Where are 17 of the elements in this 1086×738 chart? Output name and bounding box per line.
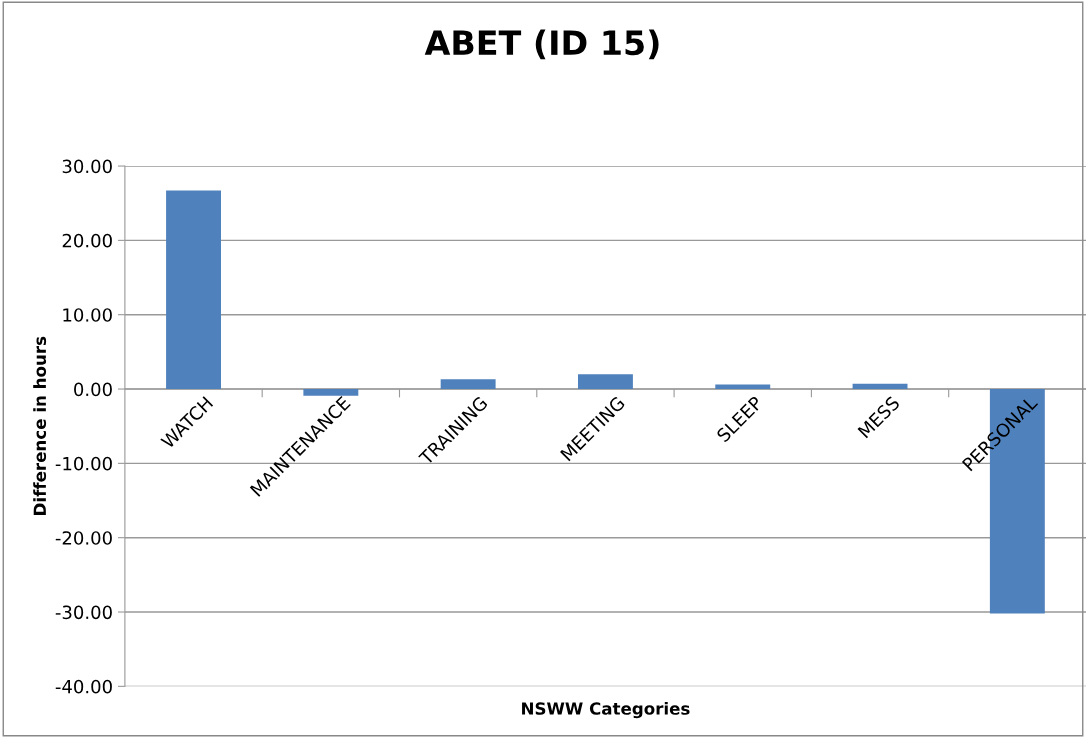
bar <box>303 389 359 396</box>
y-tick-label: 10.00 <box>63 308 112 322</box>
y-axis-title: Difference in hours <box>33 336 47 515</box>
bar <box>577 374 633 390</box>
bar <box>440 379 496 390</box>
y-tick-label: 30.00 <box>62 159 112 174</box>
bar <box>166 190 221 390</box>
y-tick-label: -40.00 <box>55 679 112 694</box>
y-tick-label: 20.00 <box>62 233 112 248</box>
bar <box>852 383 908 390</box>
bar <box>715 384 771 390</box>
y-tick-label: -30.00 <box>55 605 112 620</box>
y-tick-label: -20.00 <box>55 531 112 545</box>
y-tick-label: 0.00 <box>74 382 112 397</box>
x-axis-title: NSWW Categories <box>522 701 690 719</box>
chart-title: ABET (ID 15) <box>424 29 659 60</box>
y-tick-label: -10.00 <box>55 456 112 471</box>
